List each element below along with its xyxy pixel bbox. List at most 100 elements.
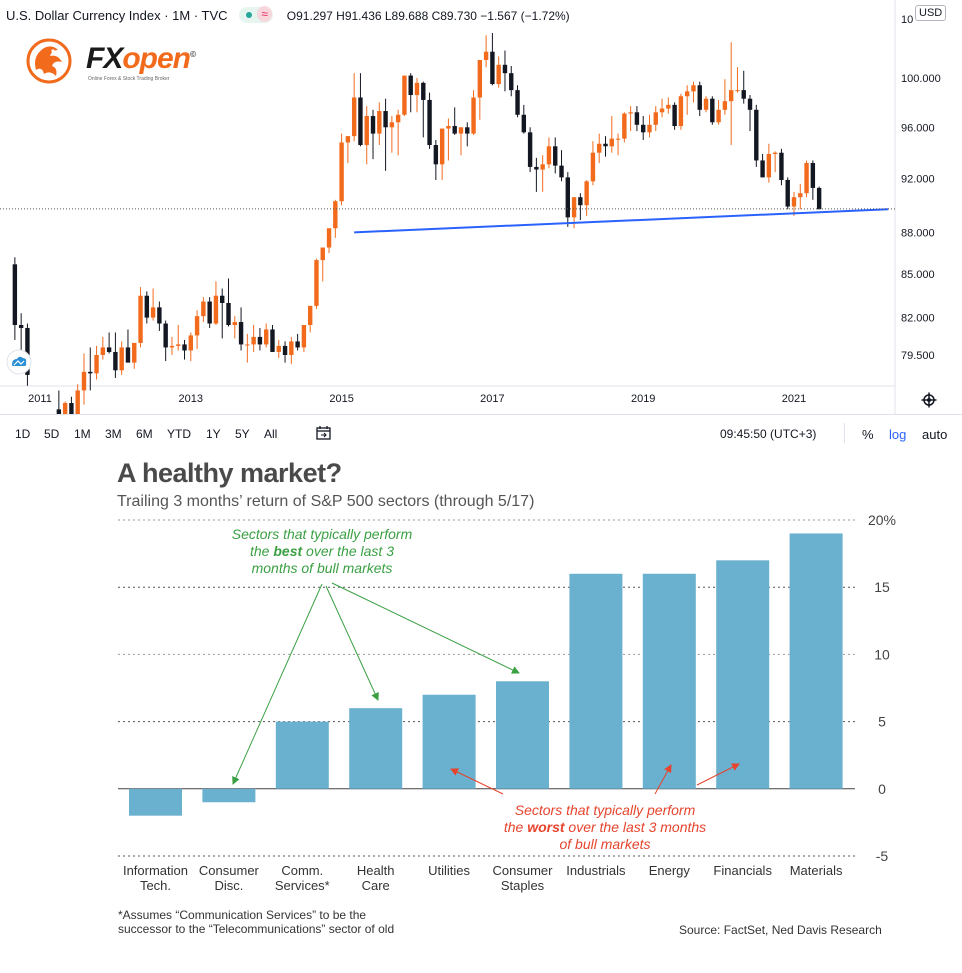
symbol-header[interactable]: U.S. Dollar Currency Index · 1M · TVC ≈ … (6, 6, 570, 23)
candle (785, 179, 790, 207)
candle (502, 64, 508, 74)
range-5d-button[interactable]: 5D (44, 427, 60, 441)
range-5y-button[interactable]: 5Y (235, 427, 250, 441)
candle (358, 97, 363, 146)
category-label-line: Energy (648, 863, 690, 878)
candle (615, 138, 621, 140)
candle (94, 355, 99, 374)
range-1y-button[interactable]: 1Y (206, 427, 221, 441)
range-6m-button[interactable]: 6M (136, 427, 153, 441)
category-label: Consumer Disc. (189, 863, 269, 893)
category-label: Materials (776, 863, 856, 878)
range-1d-button[interactable]: 1D (15, 427, 31, 441)
x-tick-label: 2017 (480, 393, 504, 405)
bar (642, 573, 696, 789)
time-axis[interactable]: 2011 2013 2015 2017 2019 2021 (28, 393, 806, 405)
candle (314, 260, 319, 306)
candle (766, 153, 772, 178)
candle (477, 60, 483, 98)
date-range-icon[interactable] (315, 425, 333, 441)
trend-line[interactable] (354, 208, 889, 234)
candle (282, 345, 288, 355)
candle (678, 96, 684, 127)
candle (515, 90, 520, 115)
status-badge[interactable]: ≈ (239, 6, 274, 23)
candle (804, 163, 809, 194)
candle (408, 75, 413, 96)
category-label: Industrials (556, 863, 636, 878)
candle (307, 305, 313, 326)
candlestick-chart[interactable]: 100.000 96.000 92.000 88.000 85.000 82.000 79.… (0, 0, 962, 414)
y-tick-label: 100.000 (901, 73, 941, 85)
bar (422, 694, 476, 789)
category-label-line: Comm. (281, 863, 324, 878)
range-all-button[interactable]: All (264, 427, 278, 441)
source-note: Source: FactSet, Ned Davis Research (679, 923, 882, 937)
bar (129, 788, 182, 816)
candle (251, 336, 256, 345)
candle (226, 302, 231, 326)
arrow-to-consumer-staples (331, 582, 520, 674)
candle (157, 307, 162, 324)
candle (647, 124, 652, 133)
candle (722, 101, 728, 110)
candle (609, 138, 614, 147)
x-tick-label: 2011 (28, 393, 52, 405)
market-open-dot-icon (246, 12, 253, 18)
arrow-to-consumer-disc (232, 583, 323, 785)
candle (18, 325, 24, 328)
sector-returns-panel: A healthy market? Trailing 3 months’ ret… (0, 452, 962, 973)
candle (578, 197, 583, 206)
candle (270, 329, 275, 352)
x-tick-label: 2019 (631, 393, 655, 405)
candle (421, 82, 426, 100)
candle (546, 146, 552, 165)
category-label-line: Utilities (428, 863, 471, 878)
y-tick-label: 15 (874, 579, 890, 595)
log-scale-toggle[interactable]: log (889, 427, 907, 442)
candle (760, 160, 765, 178)
dxy-chart-panel: 100.000 96.000 92.000 88.000 85.000 82.000 79.… (0, 0, 962, 452)
candle (238, 322, 244, 345)
auto-scale-toggle[interactable]: auto (922, 427, 948, 442)
candle (684, 91, 690, 97)
candle (433, 145, 439, 165)
price-axis[interactable]: 100.000 96.000 92.000 88.000 85.000 82.000 79.… (901, 73, 941, 362)
candle (553, 146, 558, 166)
candle (653, 112, 658, 125)
range-ytd-button[interactable]: YTD (167, 427, 191, 441)
x-tick-label: 2015 (329, 393, 353, 405)
clock-readout[interactable]: 09:45:50 (UTC+3) (720, 427, 817, 441)
candle (301, 325, 307, 348)
candle (351, 97, 357, 137)
candle (414, 82, 420, 96)
candle (188, 335, 193, 351)
worst-sectors-annotation: Sectors that typically perform the worst… (503, 802, 707, 852)
candle (691, 85, 696, 92)
fxopen-logo: FXopen© Online Forex & Stock Trading Bro… (22, 36, 212, 86)
candle (597, 143, 602, 153)
y-tick-label: 85.000 (901, 269, 935, 281)
candle (207, 301, 212, 324)
currency-label[interactable]: USD (915, 5, 947, 21)
candle (389, 122, 395, 128)
candle (816, 187, 822, 210)
range-3m-button[interactable]: 3M (105, 427, 122, 441)
candle (452, 126, 457, 134)
gear-icon[interactable] (921, 392, 937, 408)
bar (275, 721, 329, 789)
candle (666, 104, 671, 109)
arrow-to-health-care (325, 585, 379, 701)
percent-scale-toggle[interactable]: % (862, 427, 874, 442)
range-1m-button[interactable]: 1M (74, 427, 91, 441)
y-tick-label: 92.000 (901, 174, 935, 186)
cloud-icon[interactable] (6, 349, 32, 375)
category-label-line: Financials (713, 863, 772, 878)
candle (119, 347, 124, 371)
sector-bar-chart: 20% 15 10 5 0 -5 (118, 512, 896, 864)
candle (383, 111, 388, 128)
candle (584, 181, 589, 206)
bar (716, 560, 770, 789)
symbol-title[interactable]: U.S. Dollar Currency Index · 1M · TVC (6, 8, 228, 23)
candle (659, 108, 665, 113)
